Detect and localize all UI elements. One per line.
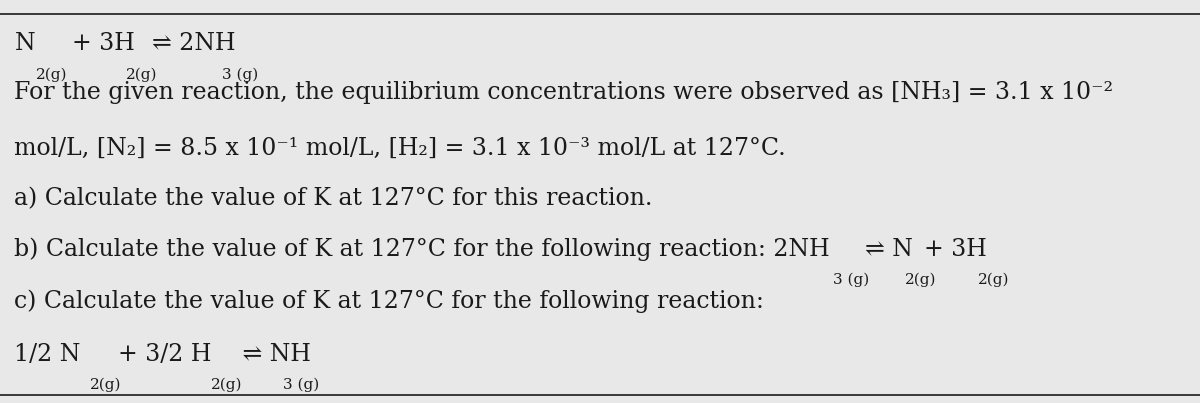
Text: + 3/2 H: + 3/2 H [118,343,211,366]
Text: ⇌ NH: ⇌ NH [235,343,311,366]
Text: 3 (g): 3 (g) [222,67,258,81]
Text: + 3H: + 3H [72,32,134,55]
Text: 2(g): 2(g) [978,273,1009,287]
Text: 3 (g): 3 (g) [283,378,319,392]
Text: 2(g): 2(g) [905,273,936,287]
Text: ⇌ N: ⇌ N [865,238,913,261]
Text: 2(g): 2(g) [126,67,157,81]
Text: a) Calculate the value of K at 127°C for this reaction.: a) Calculate the value of K at 127°C for… [14,187,653,210]
Text: c) Calculate the value of K at 127°C for the following reaction:: c) Calculate the value of K at 127°C for… [14,290,764,313]
Text: 1/2 N: 1/2 N [14,343,80,366]
Text: For the given reaction, the equilibrium concentrations were observed as [NH₃] = : For the given reaction, the equilibrium … [14,81,1114,104]
Text: 2(g): 2(g) [90,378,121,392]
Text: 2(g): 2(g) [211,378,242,392]
Text: + 3H: + 3H [924,238,986,261]
Text: ⇌ 2NH: ⇌ 2NH [152,32,236,55]
Text: b) Calculate the value of K at 127°C for the following reaction: 2NH: b) Calculate the value of K at 127°C for… [14,237,830,261]
Text: N: N [14,32,35,55]
Text: mol/L, [N₂] = 8.5 x 10⁻¹ mol/L, [H₂] = 3.1 x 10⁻³ mol/L at 127°C.: mol/L, [N₂] = 8.5 x 10⁻¹ mol/L, [H₂] = 3… [14,137,786,160]
Text: 2(g): 2(g) [36,67,67,81]
Text: 3 (g): 3 (g) [833,273,869,287]
